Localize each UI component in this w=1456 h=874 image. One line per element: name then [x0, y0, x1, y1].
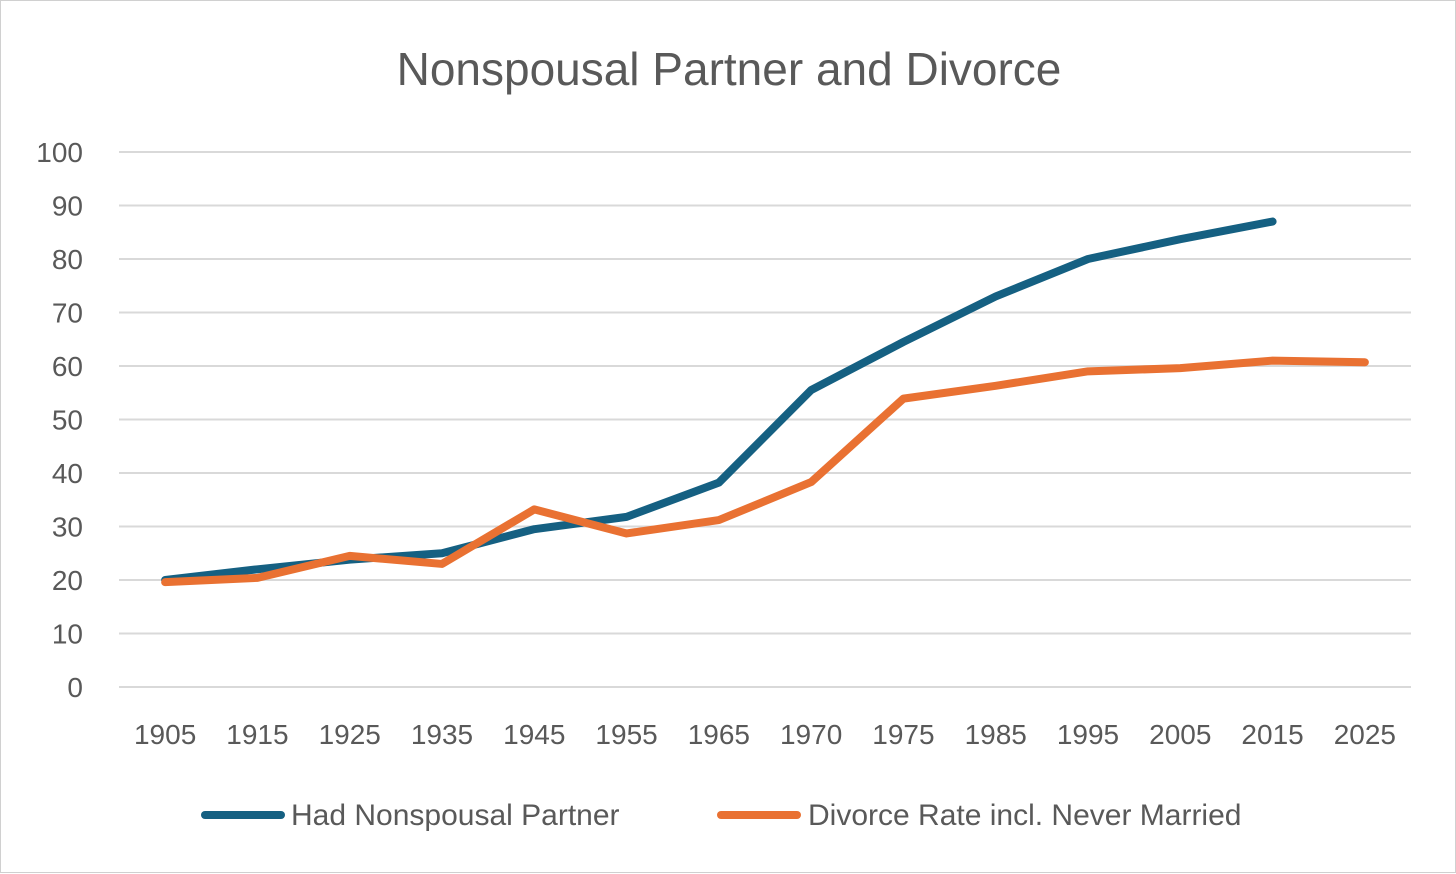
x-tick-label: 1970 — [780, 719, 842, 750]
y-tick-label: 0 — [67, 672, 83, 703]
x-tick-label: 2015 — [1241, 719, 1303, 750]
y-tick-label: 60 — [52, 351, 83, 382]
x-tick-label: 1935 — [411, 719, 473, 750]
x-tick-label: 1905 — [134, 719, 196, 750]
legend-label-1: Had Nonspousal Partner — [291, 799, 620, 832]
x-tick-label: 1945 — [503, 719, 565, 750]
x-tick-label: 1995 — [1057, 719, 1119, 750]
x-tick-label: 2025 — [1334, 719, 1396, 750]
x-tick-label: 1955 — [595, 719, 657, 750]
y-tick-label: 80 — [52, 244, 83, 275]
y-tick-label: 100 — [36, 137, 83, 168]
y-tick-label: 20 — [52, 565, 83, 596]
x-tick-label: 1965 — [688, 719, 750, 750]
y-axis-ticks: 0 10 20 30 40 50 60 70 80 90 100 — [36, 137, 83, 703]
series-line-2 — [161, 356, 1369, 587]
y-tick-label: 10 — [52, 619, 83, 650]
x-tick-label: 1925 — [319, 719, 381, 750]
y-tick-label: 70 — [52, 298, 83, 329]
x-tick-label: 1985 — [965, 719, 1027, 750]
gridlines — [119, 151, 1411, 688]
x-tick-label: 1915 — [226, 719, 288, 750]
y-tick-label: 40 — [52, 458, 83, 489]
legend-label-2: Divorce Rate incl. Never Married — [808, 799, 1241, 832]
legend: Had Nonspousal Partner Divorce Rate incl.… — [201, 799, 1241, 832]
chart-title: Nonspousal Partner and Divorce — [397, 43, 1062, 95]
x-tick-label: 1975 — [872, 719, 934, 750]
y-tick-label: 90 — [52, 191, 83, 222]
y-tick-label: 30 — [52, 512, 83, 543]
series-lines — [161, 217, 1369, 587]
y-tick-label: 50 — [52, 405, 83, 436]
x-tick-label: 2005 — [1149, 719, 1211, 750]
x-axis-ticks: 1905 1915 1925 1935 1945 1955 1965 1970 1975 1985… — [134, 719, 1396, 750]
